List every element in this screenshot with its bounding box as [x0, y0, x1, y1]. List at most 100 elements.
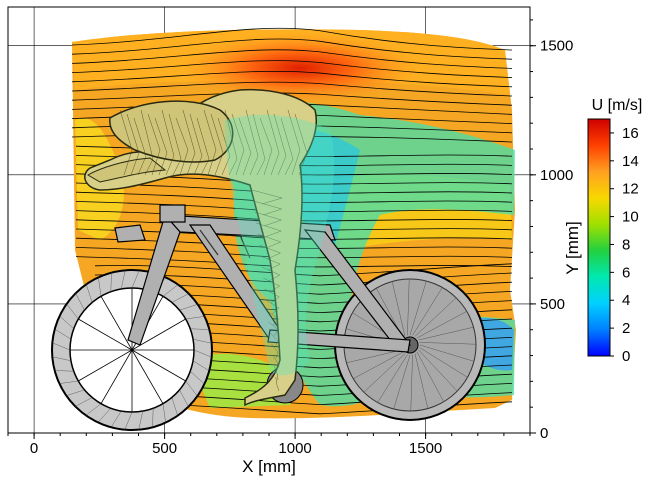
y-axis-label: Y [mm]: [563, 221, 582, 275]
colorbar-tick-label-8: 16: [622, 125, 639, 142]
bicycle-model: [51, 204, 486, 431]
rider-mesh-line: [275, 376, 280, 392]
rider-mesh-line: [260, 255, 281, 271]
x-tick-label-2: 1000: [278, 440, 311, 457]
front-tire-mesh: [59, 315, 74, 329]
rider-mesh-line: [287, 109, 301, 176]
front-tire-mesh: [66, 303, 79, 320]
wake-isosurface-overlay: [225, 114, 335, 376]
y-axis: 0 500 1000 1500: [530, 19, 573, 442]
front-tire-mesh: [185, 316, 205, 320]
front-tire-mesh: [59, 380, 79, 384]
front-tire-mesh: [190, 328, 210, 330]
front-tire-mesh: [152, 408, 154, 428]
front-tire-mesh: [121, 270, 126, 289]
front-wheel-spoke: [131, 318, 186, 351]
front-tire-mesh: [66, 389, 85, 396]
front-tire-mesh: [131, 270, 140, 289]
colorbar-scale: [587, 118, 611, 357]
rider-mesh-line: [133, 117, 147, 176]
front-tire-mesh: [179, 389, 189, 407]
rider-mesh-line: [189, 113, 203, 176]
x-axis: 0 500 1000 1500: [7, 433, 531, 457]
front-tire-mesh: [110, 272, 112, 292]
rider-mesh-line: [263, 277, 281, 293]
rider-arm: [87, 157, 167, 183]
rider-mesh-line: [196, 117, 210, 176]
rider-mesh-line: [258, 244, 282, 260]
rider-mesh-line: [267, 310, 280, 326]
rider-mesh-line: [182, 109, 196, 176]
front-wheel-spoke: [100, 349, 133, 404]
front-tire-mesh: [98, 277, 102, 297]
rear-disc-mesh: [391, 281, 406, 337]
front-tire-mesh: [138, 411, 143, 430]
rear-disc-mesh: [407, 278, 410, 336]
streamline: [71, 27, 513, 51]
rider-mesh-line: [140, 109, 154, 176]
colorbar-ticks: 0 2 4 6 8 10 12 14 16: [610, 125, 639, 365]
rider-mesh-line: [245, 109, 259, 176]
rear-disc-mesh: [412, 287, 443, 336]
front-wheel-spoke: [131, 349, 186, 382]
streamline: [71, 60, 513, 78]
front-wheel: [51, 269, 213, 431]
rear-disc-mesh: [409, 280, 427, 336]
rider-mesh-line: [217, 117, 231, 176]
colorbar-tick-label-0: 0: [622, 348, 630, 365]
rear-disc-mesh: [416, 351, 444, 402]
x-axis-label: X [mm]: [242, 457, 296, 476]
rear-disc-mesh: [419, 347, 468, 378]
front-tire-mesh: [97, 408, 111, 423]
rider-mesh-line: [252, 113, 266, 176]
colorbar-tick-label-6: 12: [622, 181, 639, 198]
streamline: [71, 70, 513, 88]
streamline: [75, 210, 513, 222]
rider-helmet: [109, 100, 234, 163]
rear-disc-mesh: [363, 353, 406, 393]
front-tire-mesh: [54, 370, 74, 372]
front-tire-mesh: [86, 284, 93, 303]
front-wheel-spoke: [78, 318, 133, 351]
rear-disc-mesh: [353, 351, 404, 379]
y-tick-label-1: 500: [540, 296, 565, 313]
colorbar-tick-label-7: 14: [622, 153, 639, 170]
streamline: [71, 92, 513, 106]
rider-mesh-line: [273, 113, 287, 176]
front-tire-mesh: [52, 342, 71, 351]
rider-mesh-line: [264, 288, 280, 304]
colorbar-tick-label-2: 4: [622, 292, 630, 309]
y-tick-label-2: 1000: [540, 167, 573, 184]
rider-mesh-line: [259, 117, 273, 176]
rider-mesh-line: [256, 222, 282, 238]
rider-mesh-line: [238, 117, 252, 176]
rider-mesh-line: [266, 109, 280, 176]
rear-disc-mesh: [393, 354, 411, 410]
colorbar-tick-label-4: 8: [622, 236, 630, 253]
bike-frame: [114, 204, 411, 353]
colorbar: U [m/s] 0 2 4 6 8 10 12 14 16: [587, 97, 642, 365]
rider-mesh-line: [231, 113, 245, 176]
rider-mesh-line: [270, 332, 279, 348]
front-tire-mesh: [54, 328, 72, 340]
front-tire-mesh: [171, 397, 178, 416]
rear-disc-mesh: [410, 354, 413, 412]
y-tick-label-3: 1500: [540, 38, 573, 55]
streamline: [75, 247, 513, 259]
colorbar-tick-label-5: 10: [622, 209, 639, 226]
front-tire-mesh: [190, 371, 205, 385]
streamline: [71, 38, 513, 60]
rear-disc-mesh: [419, 344, 475, 362]
rear-disc-mesh: [377, 354, 408, 403]
rider-model: [84, 88, 317, 407]
streamline: [75, 256, 513, 268]
front-tire-mesh: [52, 356, 71, 361]
rider-mesh-line: [119, 109, 133, 176]
front-tire-mesh: [179, 304, 198, 311]
front-tire-mesh: [192, 360, 210, 372]
front-tire-mesh: [171, 293, 189, 303]
rider-mesh-line: [253, 200, 283, 216]
front-tire-mesh: [162, 284, 179, 297]
